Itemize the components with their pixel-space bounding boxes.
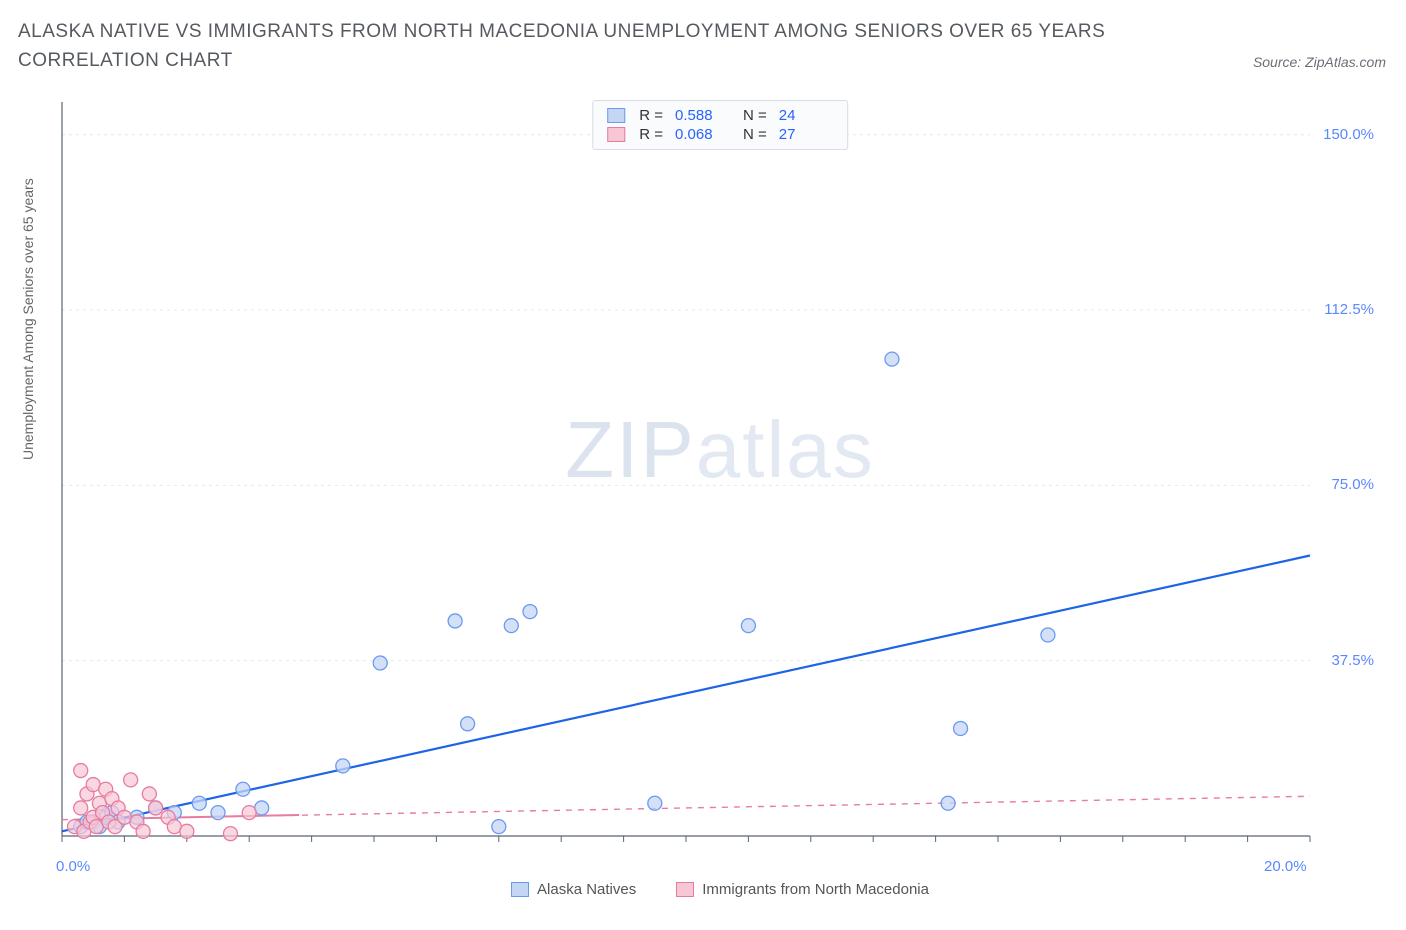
source-credit: Source: ZipAtlas.com (1253, 54, 1386, 70)
swatch-series-b (607, 127, 625, 142)
legend-label-b: Immigrants from North Macedonia (702, 881, 929, 898)
n-value-b: 27 (779, 126, 833, 143)
n-label: N = (743, 107, 767, 124)
chart-plot-area: ZIPatlas R = 0.588 N = 24 R = 0.068 N = … (60, 100, 1380, 860)
r-value-b: 0.068 (675, 126, 729, 143)
legend-label-a: Alaska Natives (537, 881, 636, 898)
stats-row-series-a: R = 0.588 N = 24 (607, 107, 833, 124)
y-axis-label: Unemployment Among Seniors over 65 years (20, 178, 36, 460)
r-value-a: 0.588 (675, 107, 729, 124)
correlation-stats-box: R = 0.588 N = 24 R = 0.068 N = 27 (592, 100, 848, 150)
swatch-series-a (607, 108, 625, 123)
r-label: R = (639, 107, 663, 124)
n-label: N = (743, 126, 767, 143)
legend-item-a: Alaska Natives (511, 881, 636, 898)
y-tick-label: 37.5% (1331, 652, 1374, 669)
n-value-a: 24 (779, 107, 833, 124)
legend-item-b: Immigrants from North Macedonia (676, 881, 929, 898)
x-tick-label: 20.0% (1264, 858, 1307, 875)
stats-row-series-b: R = 0.068 N = 27 (607, 126, 833, 143)
y-tick-label: 150.0% (1323, 126, 1374, 143)
y-tick-label: 75.0% (1331, 476, 1374, 493)
legend-bottom: Alaska Natives Immigrants from North Mac… (511, 881, 929, 898)
legend-swatch-b (676, 882, 694, 897)
chart-title: ALASKA NATIVE VS IMMIGRANTS FROM NORTH M… (18, 18, 1118, 75)
x-tick-label: 0.0% (56, 858, 90, 875)
r-label: R = (639, 126, 663, 143)
y-tick-label: 112.5% (1324, 301, 1374, 318)
scatter-svg (60, 100, 1380, 860)
legend-swatch-a (511, 882, 529, 897)
